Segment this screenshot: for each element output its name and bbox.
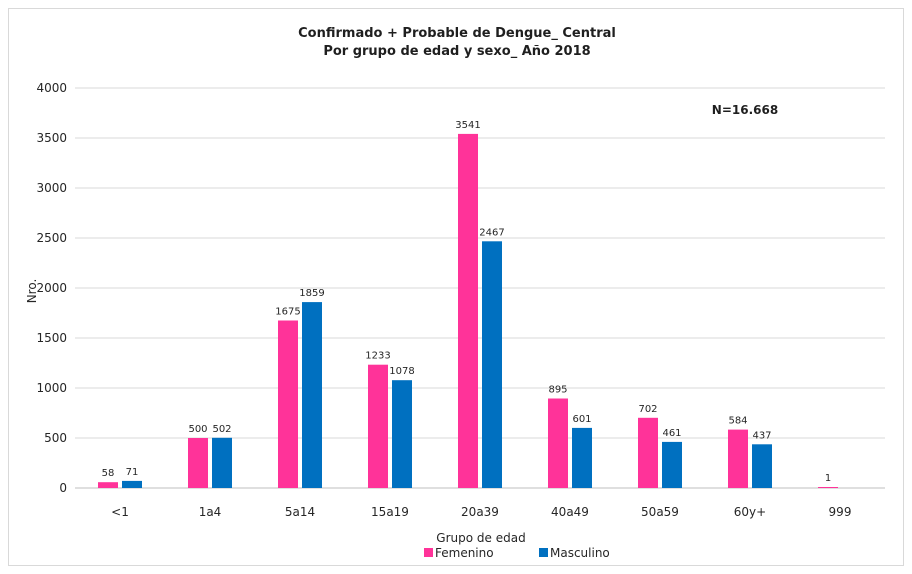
bar-masculino: [302, 302, 322, 488]
data-label: 437: [752, 430, 771, 441]
y-tick-label: 4000: [36, 81, 67, 95]
data-label: 895: [548, 385, 567, 396]
chart-svg: Confirmado + Probable de Dengue_ Central…: [25, 26, 885, 560]
y-tick-label: 3000: [36, 181, 67, 195]
bar-femenino: [98, 482, 118, 488]
bar-femenino: [278, 320, 298, 488]
bars: [98, 133, 838, 488]
chart-area: Confirmado + Probable de Dengue_ Central…: [8, 8, 904, 566]
data-label: 2467: [479, 227, 504, 238]
data-label: 1675: [275, 307, 300, 318]
data-label: 3541: [455, 120, 480, 131]
x-tick-label: 20a39: [461, 505, 499, 519]
y-tick-label: 1500: [36, 331, 67, 345]
data-label: 58: [102, 468, 115, 479]
bar-masculino: [572, 427, 592, 488]
y-tick-label: 2000: [36, 281, 67, 295]
chart-subtitle: Por grupo de edad y sexo_ Año 2018: [323, 44, 590, 59]
y-tick-label: 1000: [36, 381, 67, 395]
data-label: 601: [572, 414, 591, 425]
x-tick-label: 999: [829, 505, 852, 519]
y-tick-label: 500: [44, 431, 67, 445]
legend: Femenino Masculino: [424, 546, 610, 560]
y-tick-label: 2500: [36, 231, 67, 245]
x-axis-title: Grupo de edad: [436, 531, 525, 545]
bar-femenino: [458, 133, 478, 488]
bar-femenino: [368, 364, 388, 488]
bar-femenino: [728, 429, 748, 488]
bar-femenino: [818, 487, 838, 488]
data-label: 71: [126, 467, 139, 478]
data-label: 500: [188, 424, 207, 435]
y-tick-label: 0: [59, 481, 67, 495]
legend-label-femenino: Femenino: [435, 546, 494, 560]
bar-femenino: [638, 417, 658, 488]
data-labels: 58 71 500 502 1675 1859 1233 1078 3541 2467 895 601…: [102, 120, 832, 484]
data-label: 1233: [365, 351, 390, 362]
bar-masculino: [752, 444, 772, 488]
x-tick-label: 60y+: [734, 505, 766, 519]
data-label: 461: [662, 428, 681, 439]
bar-masculino: [122, 480, 142, 488]
y-tick-label: 3500: [36, 131, 67, 145]
bar-masculino: [662, 441, 682, 488]
x-tick-label: 15a19: [371, 505, 409, 519]
data-label: 502: [212, 424, 231, 435]
legend-swatch-femenino: [424, 548, 433, 557]
legend-label-masculino: Masculino: [550, 546, 610, 560]
total-count-annotation: N=16.668: [712, 103, 778, 117]
y-axis-ticks: 0 500 1000 1500 2000 2500 3000 3500 4000: [36, 81, 67, 495]
bar-femenino: [188, 438, 208, 488]
x-tick-label: 50a59: [641, 505, 679, 519]
x-tick-label: 5a14: [285, 505, 315, 519]
x-tick-label: 1a4: [199, 505, 222, 519]
bar-femenino: [548, 398, 568, 488]
chart-title: Confirmado + Probable de Dengue_ Central: [298, 26, 616, 41]
legend-swatch-masculino: [539, 548, 548, 557]
data-label: 702: [638, 404, 657, 415]
bar-masculino: [482, 241, 502, 488]
data-label: 1859: [299, 288, 324, 299]
gridlines: [75, 87, 885, 489]
data-label: 584: [728, 416, 747, 427]
data-label: 1: [825, 473, 831, 484]
bar-masculino: [212, 437, 232, 488]
bar-masculino: [392, 380, 412, 488]
x-tick-label: <1: [111, 505, 129, 519]
x-axis-ticks: <1 1a4 5a14 15a19 20a39 40a49 50a59 60y+ 999: [111, 505, 851, 519]
y-axis-title: Nro.: [25, 279, 39, 304]
data-label: 1078: [389, 366, 414, 377]
x-tick-label: 40a49: [551, 505, 589, 519]
